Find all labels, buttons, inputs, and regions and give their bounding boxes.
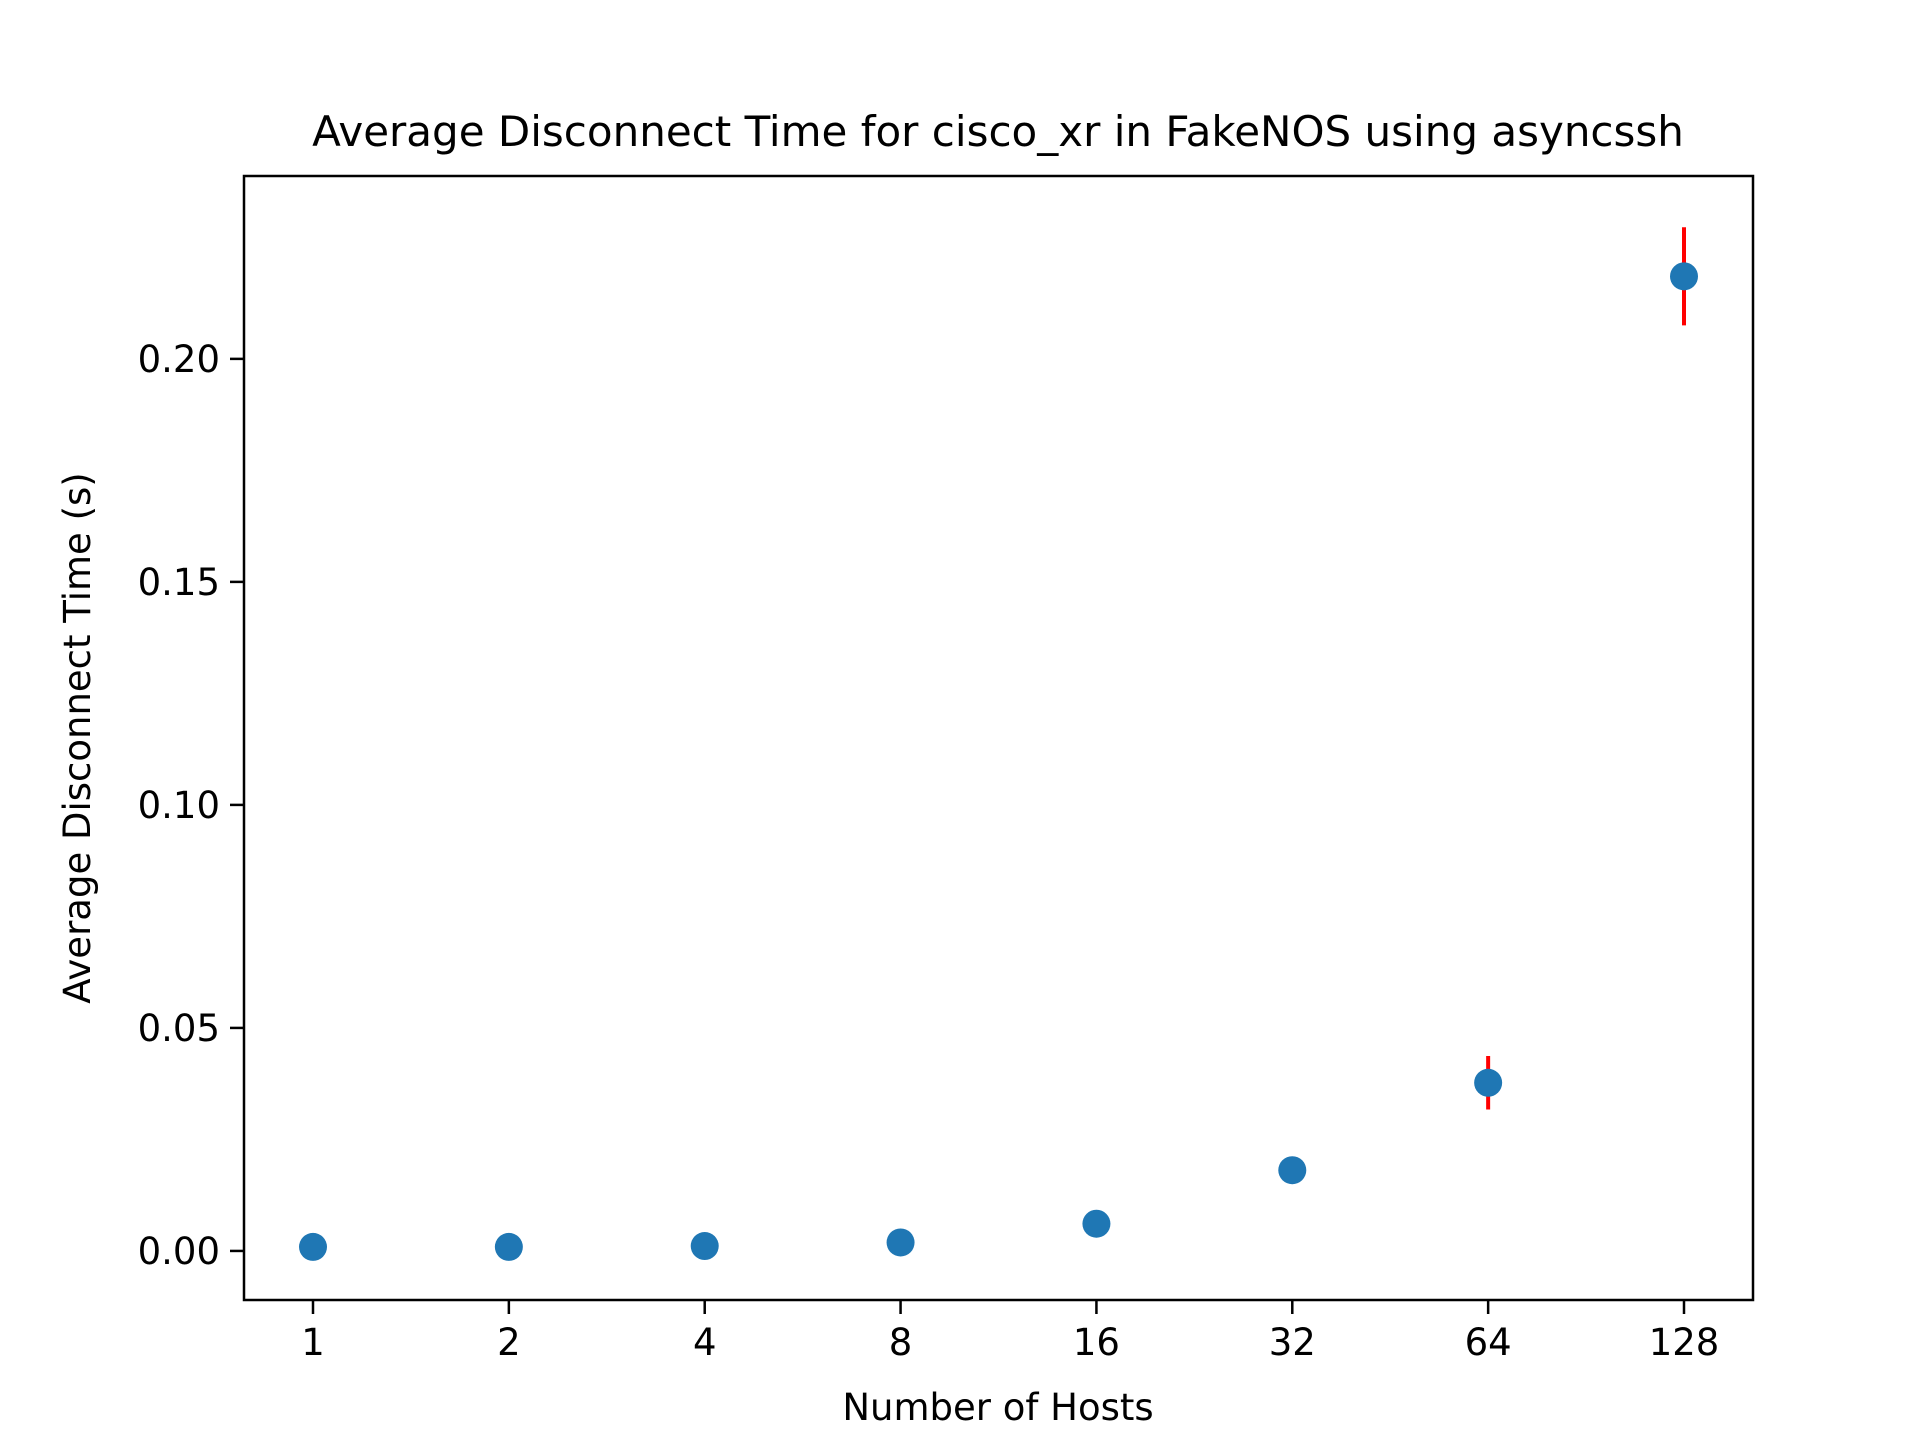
x-tick-label: 128	[1649, 1321, 1720, 1364]
x-tick-label: 64	[1465, 1321, 1512, 1364]
plot-frame	[242, 174, 1755, 1302]
x-tick-label: 2	[497, 1321, 521, 1364]
x-tick-label: 16	[1073, 1321, 1120, 1364]
data-point	[1474, 1068, 1503, 1097]
data-point	[886, 1228, 915, 1257]
y-tick-label: 0.15	[138, 561, 220, 604]
data-point	[1670, 262, 1698, 291]
y-tick-label: 0.20	[138, 338, 220, 381]
y-tick-label: 0.00	[138, 1230, 220, 1273]
data-point	[1082, 1209, 1111, 1238]
y-axis-label: Average Disconnect Time (s)	[56, 472, 99, 1003]
data-point	[1278, 1156, 1307, 1185]
data-point	[299, 1232, 327, 1261]
tick-layer: 1 2 4 8 16 32 64 128 0.00 0.05 0.10 0.15 0.20	[138, 338, 1720, 1364]
x-tick-label: 4	[693, 1321, 717, 1364]
y-tick-label: 0.05	[138, 1007, 220, 1050]
data-point	[494, 1232, 523, 1261]
data-point	[690, 1232, 719, 1261]
data-layer	[299, 227, 1698, 1261]
x-tick-label: 1	[301, 1321, 325, 1364]
x-tick-label: 8	[889, 1321, 913, 1364]
x-axis-label: Number of Hosts	[842, 1386, 1153, 1429]
x-tick-label: 32	[1269, 1321, 1316, 1364]
chart-title: Average Disconnect Time for cisco_xr in …	[312, 107, 1684, 156]
y-tick-label: 0.10	[138, 784, 220, 827]
